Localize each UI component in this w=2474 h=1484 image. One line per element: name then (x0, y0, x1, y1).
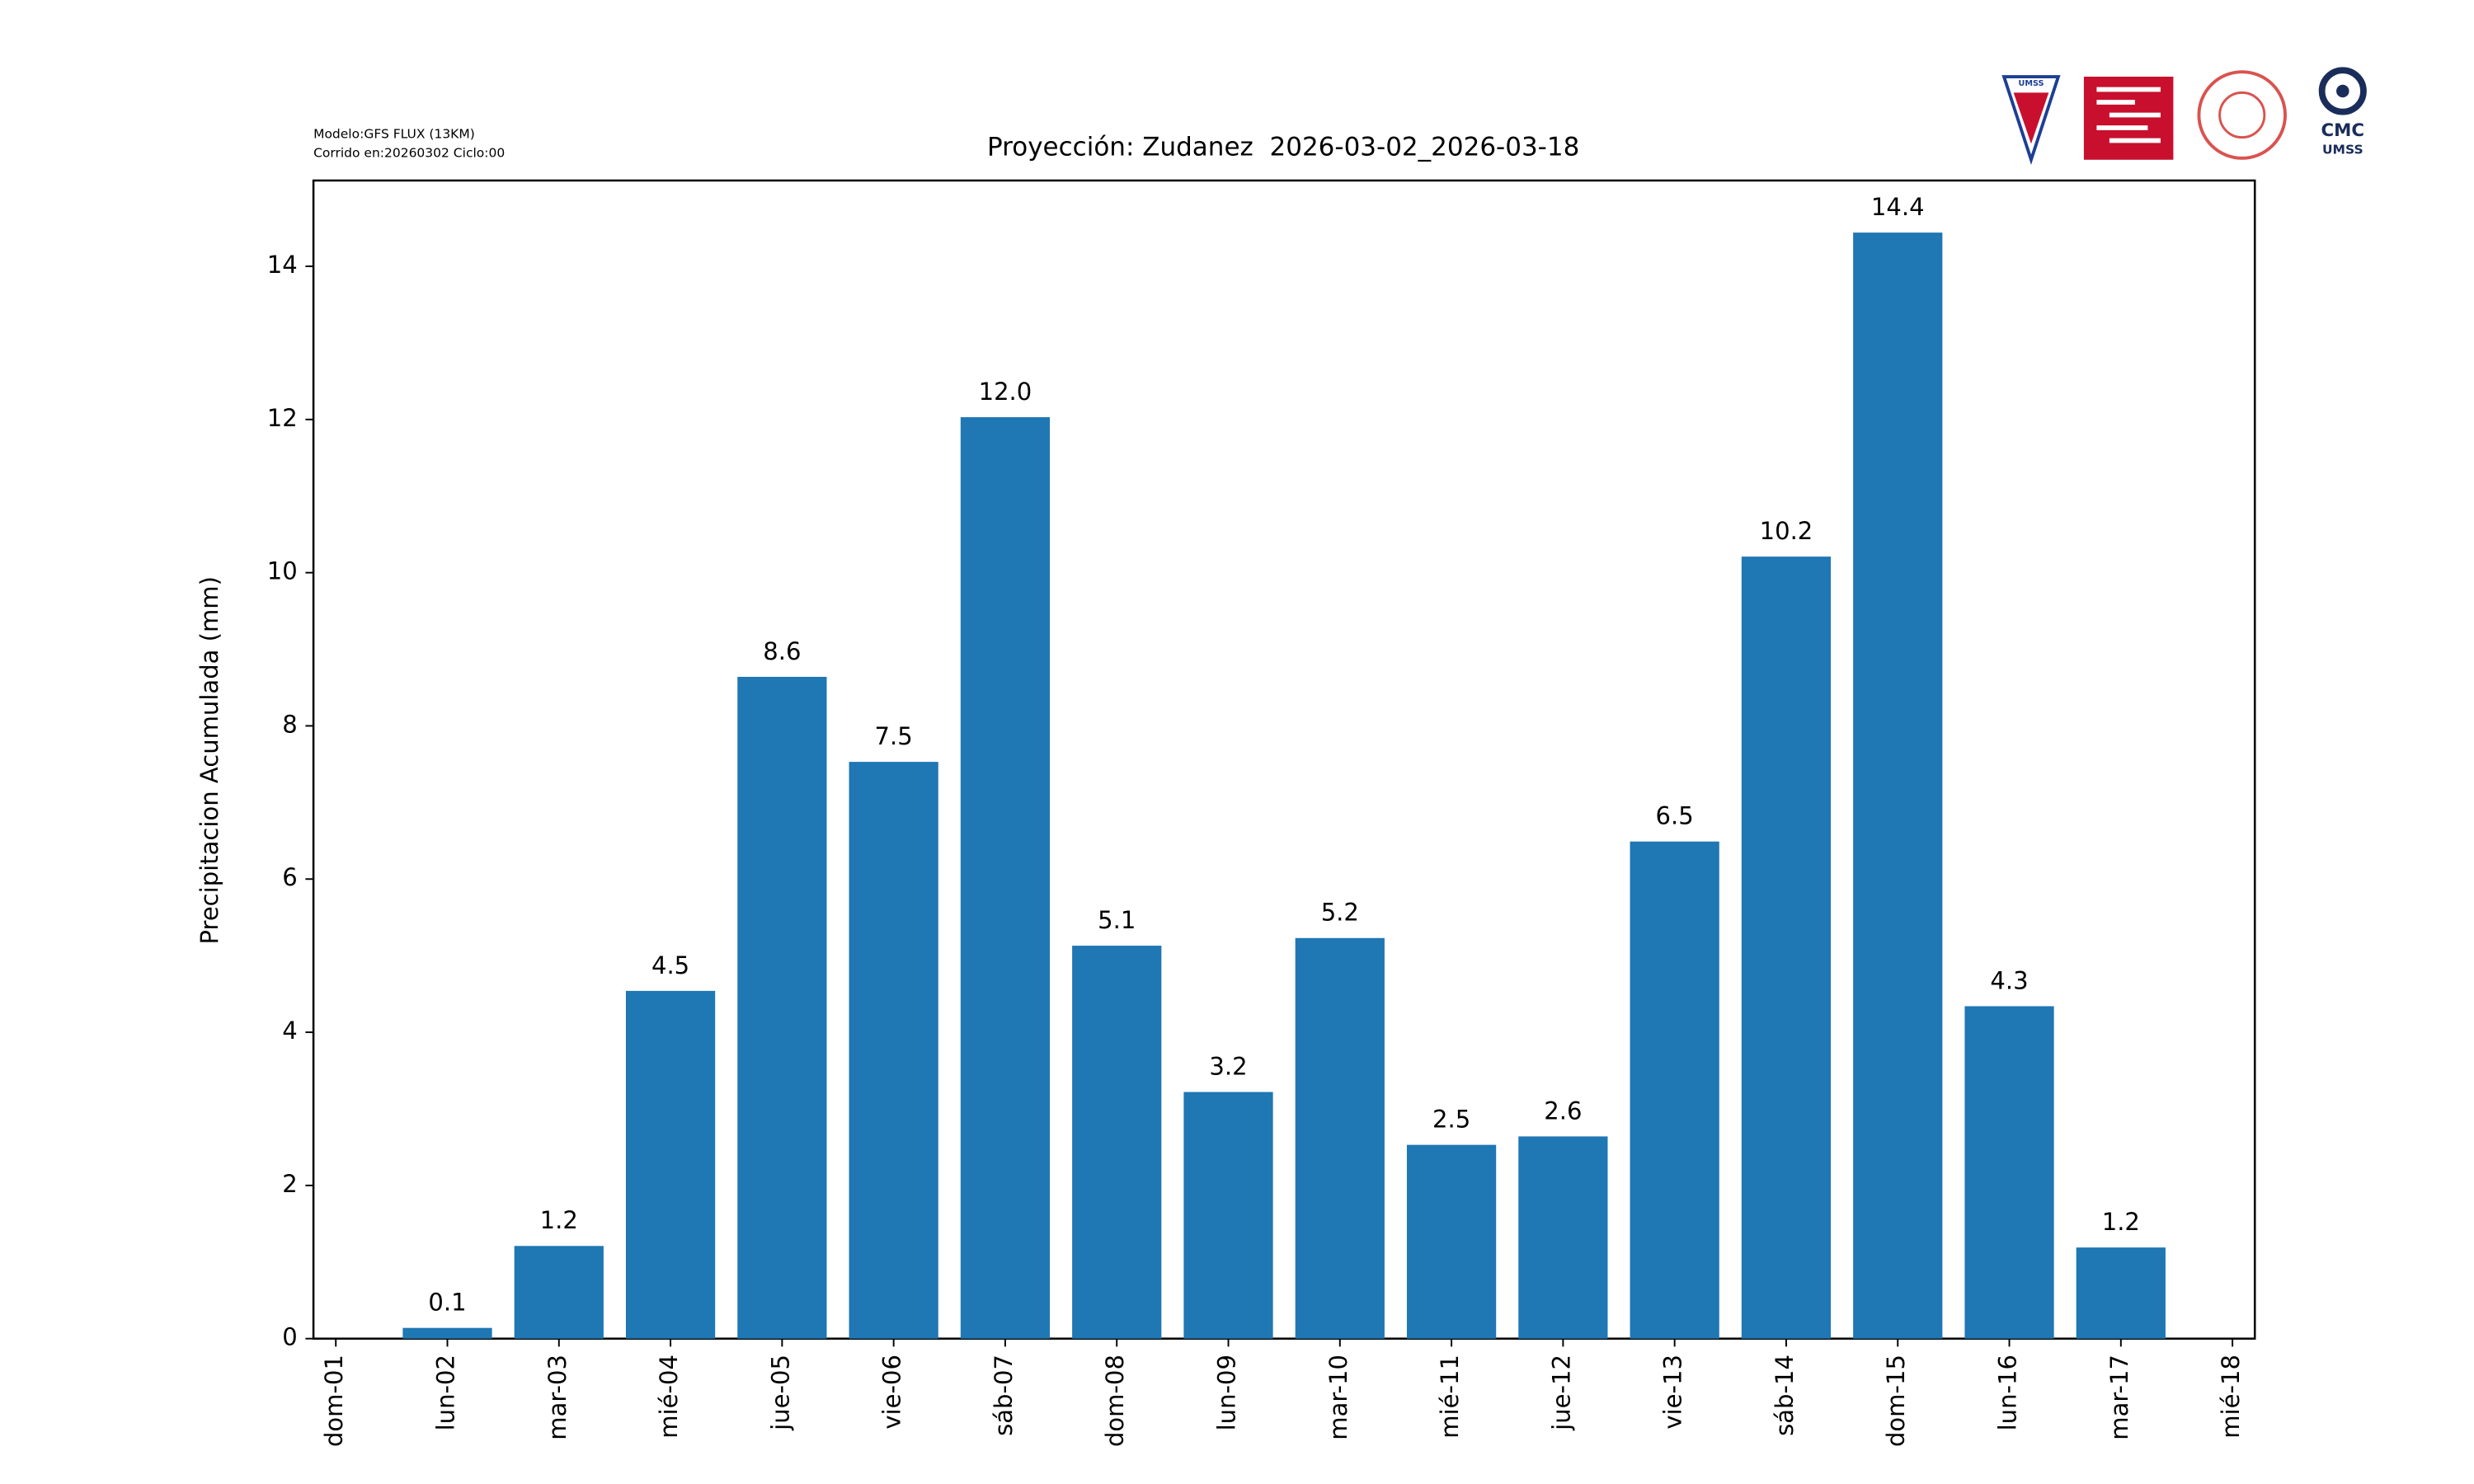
logos: UMSS CMC UMSS (2001, 67, 2367, 165)
bar (1295, 937, 1385, 1339)
x-tick-label: dom-15 (1882, 1355, 1910, 1447)
bar (1072, 946, 1162, 1339)
x-tick-label: mar-10 (1324, 1355, 1352, 1440)
bar (1183, 1092, 1273, 1339)
value-label: 4.5 (651, 951, 689, 979)
chart-title: Proyección: Zudanez 2026-03-02_2026-03-1… (987, 133, 1579, 162)
y-tick-label: 8 (282, 710, 297, 738)
value-label: 0.1 (428, 1289, 466, 1317)
logo-fcyt-lines (2096, 87, 2161, 143)
value-label: 10.2 (1760, 517, 1813, 545)
y-tick-label: 0 (282, 1323, 297, 1351)
bar (1630, 841, 1719, 1339)
x-tick-label: mié-04 (655, 1355, 683, 1439)
x-tick-label: sáb-07 (990, 1355, 1018, 1436)
x-tick-label: vie-13 (1659, 1355, 1687, 1430)
model-info: Corrido en:20260302 Ciclo:00 (313, 146, 505, 161)
y-tick-label: 14 (267, 251, 298, 279)
x-tick-label: dom-08 (1101, 1355, 1129, 1447)
x-tick-label: lun-16 (1994, 1355, 2022, 1430)
value-label: 8.6 (763, 637, 801, 665)
logo-seal-inner (2218, 91, 2266, 139)
bar (2076, 1247, 2166, 1339)
x-tick-label: sáb-14 (1771, 1355, 1799, 1436)
bar (625, 990, 716, 1339)
logo-shield-inner (2013, 92, 2049, 144)
logo-text: UMSS (2018, 79, 2044, 88)
x-tick-label: mar-03 (543, 1355, 571, 1440)
x-tick-label: vie-06 (878, 1355, 906, 1430)
x-tick-label: mié-18 (2217, 1355, 2245, 1439)
y-tick-label: 12 (267, 404, 298, 432)
bar (514, 1246, 604, 1339)
plot-frame (312, 179, 2256, 1340)
x-tick-label: mié-11 (1436, 1355, 1464, 1439)
value-label: 1.2 (540, 1206, 578, 1234)
model-info: Modelo:GFS FLUX (13KM) (313, 126, 475, 141)
value-label: 2.6 (1544, 1097, 1582, 1125)
bar (960, 417, 1051, 1339)
y-tick-label: 2 (282, 1170, 297, 1198)
value-label: 4.3 (1990, 966, 2028, 994)
logo-cmc-dot (2336, 84, 2349, 98)
x-tick-label: jue-05 (766, 1355, 794, 1431)
logo-seal (2197, 70, 2287, 160)
value-label: 14.4 (1871, 193, 1925, 221)
logo-text: CMC (2321, 120, 2364, 141)
y-tick-label: 10 (267, 557, 298, 585)
value-label: 5.1 (1098, 906, 1136, 934)
bar (737, 676, 827, 1339)
value-label: 2.5 (1432, 1106, 1470, 1134)
y-tick-label: 4 (282, 1017, 297, 1045)
y-axis-label: Precipitacion Acumulada (mm) (195, 576, 223, 944)
bar (849, 762, 938, 1339)
value-label: 12.0 (979, 378, 1032, 406)
bar (1964, 1006, 2054, 1339)
value-label: 3.2 (1209, 1052, 1247, 1080)
bar (1853, 232, 1943, 1339)
bar (1518, 1136, 1608, 1339)
bar (1741, 556, 1832, 1339)
value-label: 6.5 (1656, 802, 1694, 830)
value-label: 5.2 (1321, 899, 1359, 927)
logo-text: UMSS (2322, 143, 2363, 157)
value-label: 7.5 (875, 722, 913, 750)
y-tick-label: 6 (282, 863, 297, 891)
x-tick-label: lun-09 (1213, 1355, 1241, 1430)
x-tick-label: jue-12 (1547, 1355, 1575, 1431)
value-label: 1.2 (2102, 1208, 2140, 1236)
bar (1406, 1144, 1497, 1339)
x-tick-label: mar-17 (2105, 1355, 2133, 1440)
x-tick-label: dom-01 (320, 1355, 348, 1447)
bar (402, 1327, 492, 1339)
x-tick-label: lun-02 (431, 1355, 459, 1430)
